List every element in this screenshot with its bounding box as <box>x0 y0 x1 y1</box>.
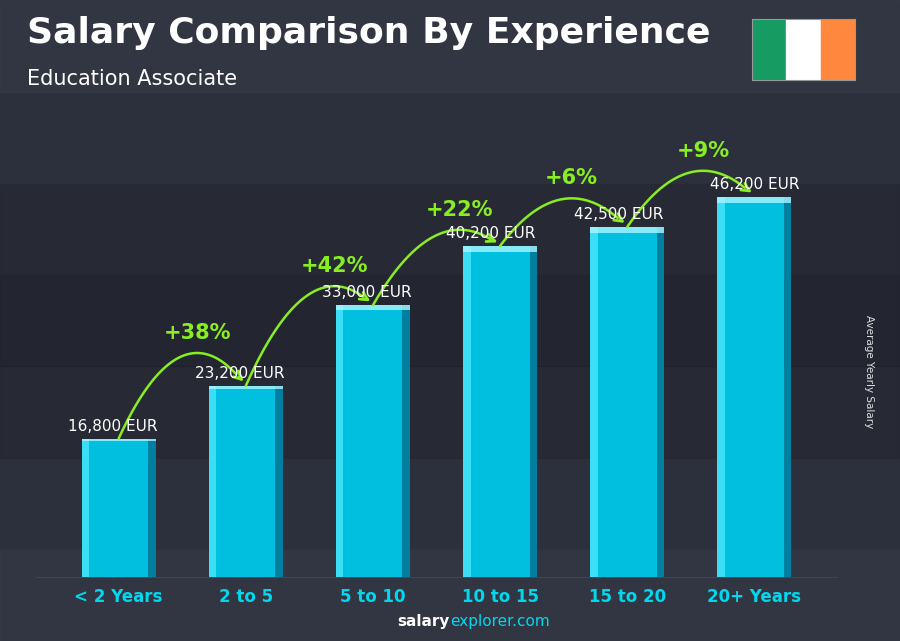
Text: explorer.com: explorer.com <box>450 615 550 629</box>
Text: +9%: +9% <box>677 141 730 161</box>
Bar <box>82 438 89 577</box>
Bar <box>717 197 791 203</box>
Bar <box>464 246 471 577</box>
Bar <box>590 227 664 577</box>
Text: 33,000 EUR: 33,000 EUR <box>322 285 411 300</box>
Text: +6%: +6% <box>545 169 598 188</box>
Bar <box>82 438 156 577</box>
Text: 46,200 EUR: 46,200 EUR <box>709 176 799 192</box>
Bar <box>148 438 156 577</box>
Text: salary: salary <box>398 615 450 629</box>
Bar <box>590 227 664 233</box>
Bar <box>275 386 283 577</box>
Text: 23,200 EUR: 23,200 EUR <box>194 366 284 381</box>
Bar <box>336 305 410 310</box>
Text: Average Yearly Salary: Average Yearly Salary <box>863 315 874 428</box>
Bar <box>821 19 855 80</box>
Text: Salary Comparison By Experience: Salary Comparison By Experience <box>27 16 710 50</box>
Bar <box>717 197 725 577</box>
Bar <box>752 19 786 80</box>
Bar <box>717 197 791 577</box>
Bar <box>657 227 664 577</box>
Bar <box>590 227 598 577</box>
Text: Education Associate: Education Associate <box>27 69 237 88</box>
Text: +22%: +22% <box>426 200 493 220</box>
Bar <box>784 197 791 577</box>
Bar <box>464 246 537 252</box>
Bar <box>82 438 156 441</box>
Bar <box>209 386 216 577</box>
Bar <box>336 305 344 577</box>
Text: +42%: +42% <box>301 256 368 276</box>
Bar <box>336 305 410 577</box>
Bar <box>786 19 821 80</box>
Bar <box>209 386 283 389</box>
Text: 16,800 EUR: 16,800 EUR <box>68 419 157 433</box>
Text: 40,200 EUR: 40,200 EUR <box>446 226 536 241</box>
Bar <box>529 246 537 577</box>
Text: 42,500 EUR: 42,500 EUR <box>573 207 663 222</box>
Bar <box>464 246 537 577</box>
Bar <box>402 305 410 577</box>
Text: +38%: +38% <box>164 323 231 343</box>
Bar <box>209 386 283 577</box>
